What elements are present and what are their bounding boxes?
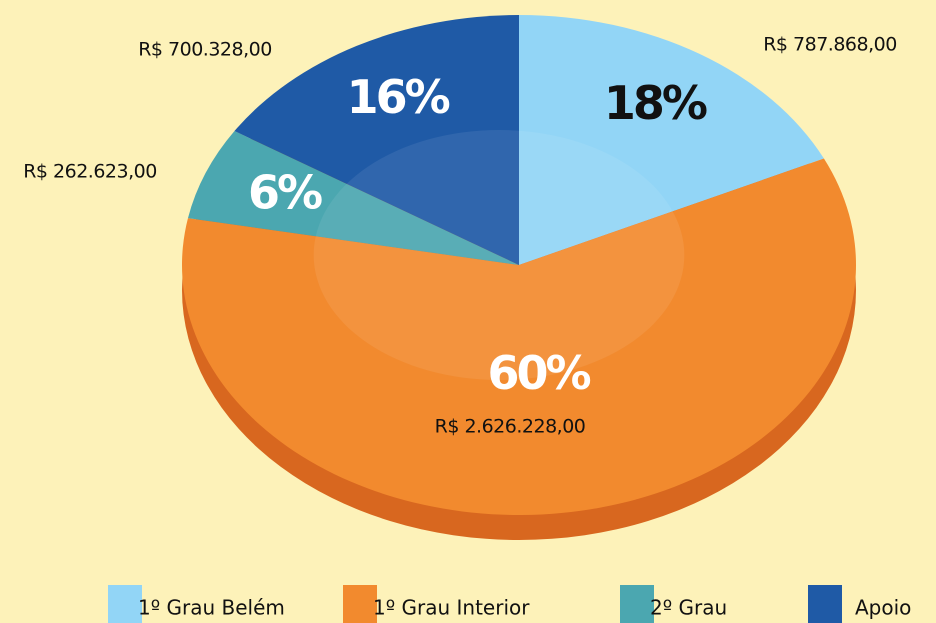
pie-shine xyxy=(313,130,685,380)
percent-label: 6% xyxy=(248,165,322,219)
percent-label: 16% xyxy=(347,70,450,124)
amount-label: R$ 262.623,00 xyxy=(23,161,157,183)
amount-label: R$ 787.868,00 xyxy=(763,34,897,56)
legend-label: 2º Grau xyxy=(650,596,727,620)
amount-label: R$ 700.328,00 xyxy=(138,39,272,61)
legend-label: 1º Grau Belém xyxy=(138,596,285,620)
amount-label: R$ 2.626.228,00 xyxy=(435,416,586,438)
percent-label: 60% xyxy=(487,346,590,400)
legend-label: 1º Grau Interior xyxy=(373,596,530,620)
pie-slice xyxy=(187,131,520,265)
legend-label: Apoio xyxy=(855,596,911,620)
pie-slice xyxy=(519,15,824,265)
percent-label: 18% xyxy=(604,76,707,130)
legend-swatch xyxy=(108,585,142,623)
legend-swatch xyxy=(808,585,842,623)
pie-slice xyxy=(234,14,519,265)
legend-swatch xyxy=(343,585,377,623)
pie-slice xyxy=(181,158,856,516)
legend-swatch xyxy=(620,585,654,623)
